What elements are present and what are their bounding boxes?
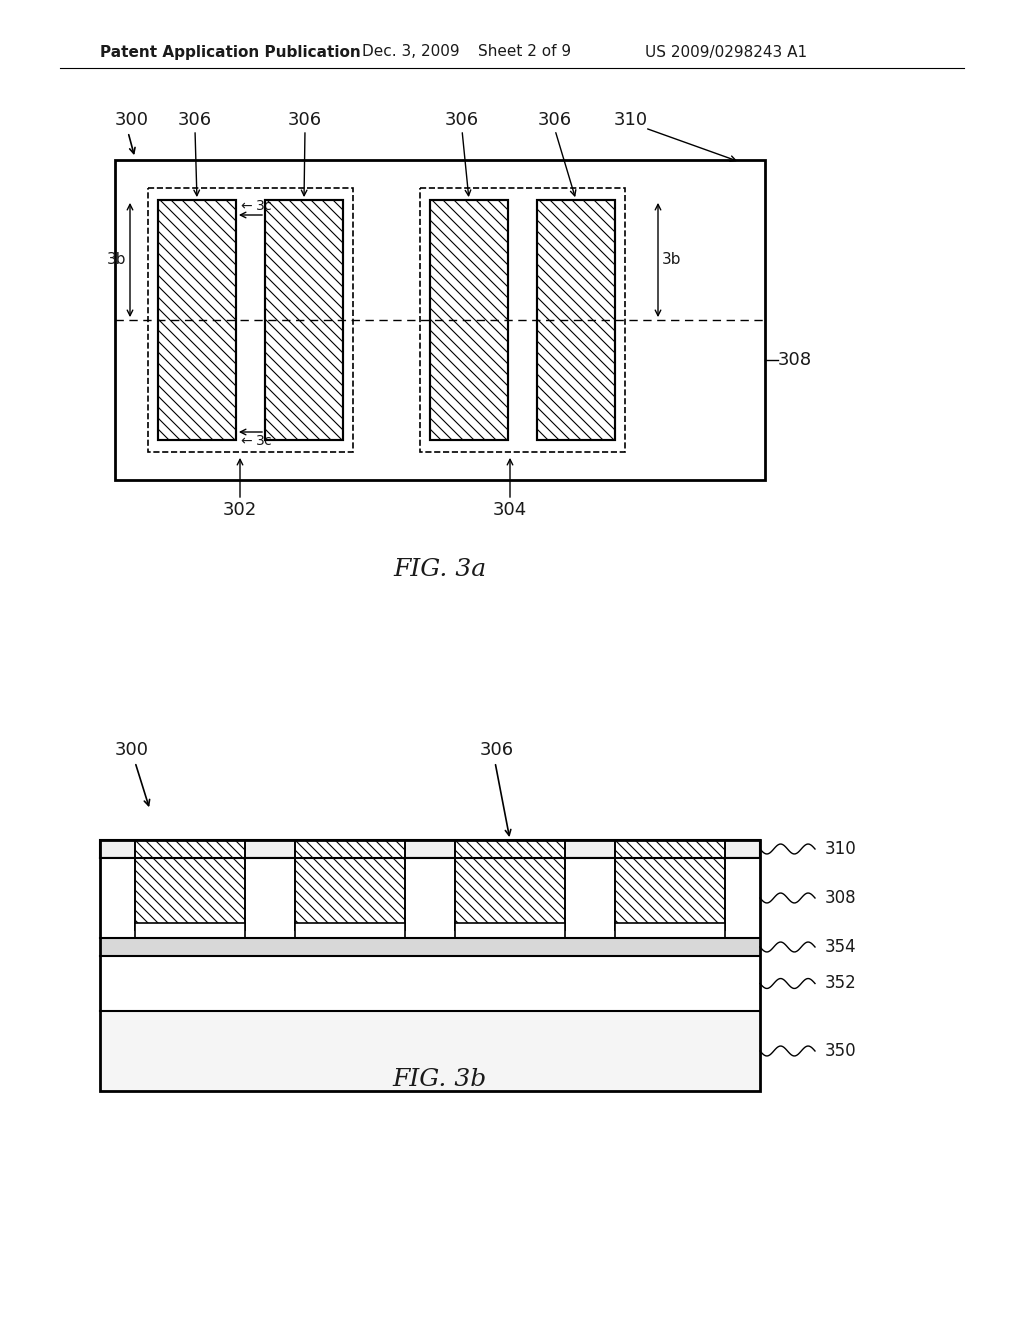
Bar [100,956,760,1011]
Bar [295,923,406,939]
Bar [537,201,615,440]
Text: Patent Application Publication: Patent Application Publication [100,45,360,59]
Bar [615,923,725,939]
Bar [135,840,245,931]
Text: 306: 306 [480,741,514,759]
Bar [135,923,245,939]
Text: 3b: 3b [106,252,126,268]
Bar [615,840,725,931]
Bar [455,840,565,931]
Bar [158,201,236,440]
Text: 352: 352 [825,974,857,993]
Text: 310: 310 [614,111,648,129]
Bar [420,187,625,451]
Bar [115,160,765,480]
Bar [135,840,245,931]
Bar [455,923,565,939]
Bar [615,840,725,931]
Text: Sheet 2 of 9: Sheet 2 of 9 [478,45,571,59]
Text: $\leftarrow$3c: $\leftarrow$3c [238,434,272,447]
Text: FIG. 3b: FIG. 3b [393,1068,487,1092]
Text: Dec. 3, 2009: Dec. 3, 2009 [362,45,460,59]
Bar [158,201,236,440]
Bar [295,840,406,931]
Text: 308: 308 [778,351,812,370]
Text: US 2009/0298243 A1: US 2009/0298243 A1 [645,45,807,59]
Text: 306: 306 [445,111,479,129]
Bar [295,840,406,931]
Bar [537,201,615,440]
Text: 350: 350 [825,1041,857,1060]
Text: 306: 306 [538,111,572,129]
Text: 304: 304 [493,502,527,519]
Bar [100,939,760,956]
Text: 308: 308 [825,888,857,907]
Bar [148,187,353,451]
Bar [455,840,565,931]
Bar [100,858,760,939]
Bar [265,201,343,440]
Text: 300: 300 [115,741,150,759]
Text: 354: 354 [825,939,857,956]
Text: $\leftarrow$3c: $\leftarrow$3c [238,199,272,213]
Text: 3b: 3b [662,252,682,268]
Bar [430,201,508,440]
Text: 306: 306 [178,111,212,129]
Bar [100,840,760,1092]
Text: 300: 300 [115,111,150,129]
Bar [100,1011,760,1092]
Text: 306: 306 [288,111,323,129]
Bar [430,201,508,440]
Bar [265,201,343,440]
Text: 302: 302 [223,502,257,519]
Text: FIG. 3a: FIG. 3a [393,558,486,582]
Bar [100,840,760,858]
Text: 310: 310 [825,840,857,858]
